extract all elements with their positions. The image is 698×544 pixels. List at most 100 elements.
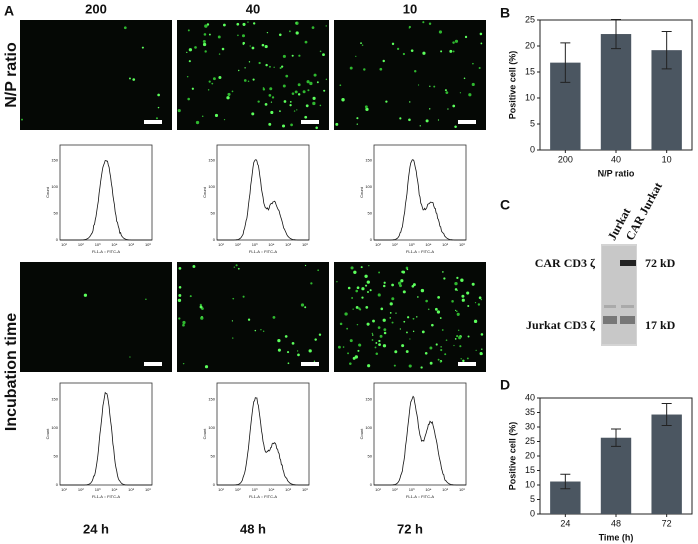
cell-dot xyxy=(468,93,472,97)
cell-dot xyxy=(237,267,240,270)
cell-dot xyxy=(354,355,358,359)
cell-dot xyxy=(232,297,235,300)
cell-dot xyxy=(412,317,415,320)
panel-label: D xyxy=(500,377,510,393)
cell-dot xyxy=(472,62,474,65)
cell-dot xyxy=(268,94,272,97)
cell-dot xyxy=(188,60,191,63)
cell-dot xyxy=(297,93,301,96)
cell-dot xyxy=(270,101,273,103)
cell-dot xyxy=(399,328,401,330)
cell-dot xyxy=(478,66,481,70)
cell-dot xyxy=(293,110,296,112)
cell-dot xyxy=(318,333,322,336)
cell-dot xyxy=(268,122,272,126)
cell-dot xyxy=(339,322,343,326)
x-tick-label: 72 xyxy=(662,518,672,528)
cell-dot xyxy=(282,54,286,58)
cell-dot xyxy=(347,286,351,290)
cell-dot xyxy=(371,334,374,336)
cell-dot xyxy=(237,34,239,37)
y-tick-label: 35 xyxy=(525,407,535,417)
cell-dot xyxy=(369,289,372,292)
hist-y-tick-label: 150 xyxy=(365,157,372,162)
cell-dot xyxy=(208,80,211,83)
hist-x-tick-label: 10¹ xyxy=(375,487,381,492)
hist-x-tick-label: 10² xyxy=(78,487,84,492)
cell-dot xyxy=(349,339,353,343)
cell-dot xyxy=(444,353,447,356)
cell-dot xyxy=(132,78,136,81)
cell-dot xyxy=(408,364,412,368)
cell-dot xyxy=(349,362,352,365)
cell-dot xyxy=(355,55,357,58)
cell-dot xyxy=(405,266,409,270)
cell-dot xyxy=(269,65,271,68)
hist-x-tick-label: 10³ xyxy=(252,242,258,247)
cell-dot xyxy=(178,317,181,320)
histogram-curve xyxy=(60,160,152,241)
hist-x-tick-label: 10¹ xyxy=(375,242,381,247)
cell-dot xyxy=(314,338,317,341)
cell-dot xyxy=(341,98,345,102)
cell-dot xyxy=(398,281,402,285)
cell-dot xyxy=(378,339,381,343)
scale-bar xyxy=(301,362,319,366)
y-tick-label: 25 xyxy=(525,436,535,446)
cell-dot xyxy=(242,295,245,298)
cell-dot xyxy=(254,329,257,332)
cell-dot xyxy=(382,59,385,63)
cell-dot xyxy=(391,297,395,301)
cell-dot xyxy=(315,126,318,130)
cell-dot xyxy=(222,23,226,27)
cell-dot xyxy=(421,330,425,334)
cell-dot xyxy=(461,298,465,302)
cell-dot xyxy=(361,287,365,291)
cell-dot xyxy=(288,30,291,33)
cell-dot xyxy=(463,77,466,80)
hist-y-tick-label: 100 xyxy=(51,425,58,430)
cell-dot xyxy=(353,270,357,274)
cell-dot xyxy=(454,309,457,312)
cell-dot xyxy=(420,366,423,369)
cell-dot xyxy=(360,266,363,269)
cell-dot xyxy=(177,298,182,303)
cell-dot xyxy=(244,67,246,69)
cell-dot xyxy=(481,353,483,355)
hist-x-label: FL1-A :: FITC-A xyxy=(406,249,434,254)
histogram-curve xyxy=(374,159,466,241)
scale-bar xyxy=(144,120,162,124)
cell-dot xyxy=(406,268,409,271)
cell-dot xyxy=(456,310,458,313)
cell-dot xyxy=(352,308,354,310)
scale-bar xyxy=(301,120,319,124)
y-tick-label: 30 xyxy=(525,421,535,431)
cell-dot xyxy=(285,74,289,78)
cell-dot xyxy=(191,87,194,90)
cell-dot xyxy=(272,315,276,319)
cell-dot xyxy=(188,48,193,52)
cell-dot xyxy=(296,109,298,111)
cell-dot xyxy=(236,22,240,26)
cell-dot xyxy=(363,68,366,71)
cell-dot xyxy=(352,356,356,360)
error-bar xyxy=(611,18,621,50)
y-tick-label: 25 xyxy=(525,14,535,24)
hist-x-tick-label: 10³ xyxy=(95,242,101,247)
cell-dot xyxy=(356,123,358,125)
cell-dot xyxy=(481,348,483,350)
cell-dot xyxy=(425,119,429,123)
cell-dot xyxy=(141,46,144,49)
cell-dot xyxy=(471,82,475,87)
cell-dot xyxy=(211,82,214,85)
cell-dot xyxy=(378,343,381,347)
x-tick-label: 24 xyxy=(560,518,570,528)
hist-y-tick-label: 100 xyxy=(51,184,58,189)
cell-dot xyxy=(204,24,208,28)
cell-dot xyxy=(208,33,211,36)
y-axis-label: Positive cell (%) xyxy=(507,51,517,120)
cell-dot xyxy=(408,27,410,29)
cell-dot xyxy=(371,332,374,335)
band-size: 72 kD xyxy=(645,256,676,270)
cell-dot xyxy=(451,300,454,303)
